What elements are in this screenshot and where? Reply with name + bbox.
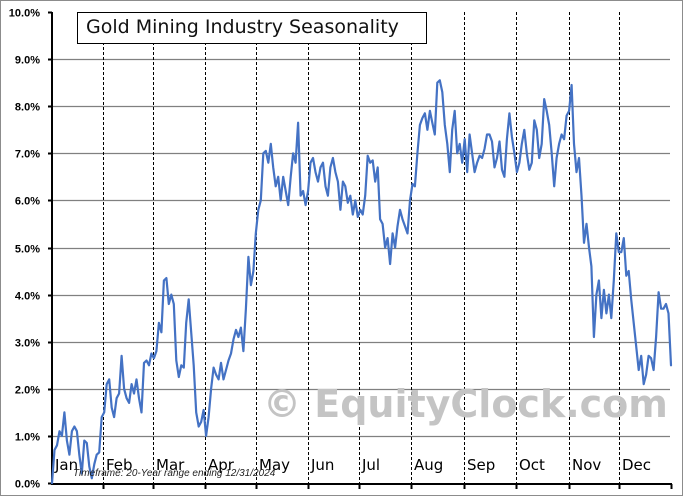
month-label: Apr bbox=[208, 456, 235, 474]
y-tick-label: 5.0% bbox=[15, 244, 40, 256]
horizontal-gridlines bbox=[52, 58, 670, 438]
month-label: Jan bbox=[54, 456, 78, 474]
y-tick-label: 2.0% bbox=[15, 385, 40, 397]
y-tick-label: 0.0% bbox=[15, 479, 40, 491]
month-label: Dec bbox=[622, 456, 651, 474]
watermark: © EquityClock.com bbox=[263, 382, 668, 426]
month-label: Jul bbox=[361, 456, 380, 474]
month-separator-lines bbox=[103, 12, 620, 484]
chart-title: Gold Mining Industry Seasonality bbox=[86, 16, 399, 38]
timeframe-note: Timeframe: 20-Year range ending 12/31/20… bbox=[73, 468, 276, 479]
y-axis-tick-labels: 0.0% 1.0% 2.0% 3.0% 4.0% 5.0% 6.0% 7.0% 8.0% 9.0%… bbox=[9, 8, 52, 491]
month-label: Aug bbox=[414, 456, 443, 474]
x-axis-month-labels: Jan Feb Mar Apr May Jun Jul Aug Sep Oct Nov Dec bbox=[54, 456, 651, 474]
month-label: Sep bbox=[467, 456, 495, 474]
y-tick-label: 6.0% bbox=[15, 196, 40, 208]
month-label: Nov bbox=[572, 456, 601, 474]
month-label: Jun bbox=[310, 456, 334, 474]
chart-title-box bbox=[77, 12, 427, 44]
y-tick-label: 3.0% bbox=[15, 338, 40, 350]
month-label: May bbox=[259, 456, 290, 474]
month-label: Mar bbox=[156, 456, 185, 474]
y-tick-label: 1.0% bbox=[15, 432, 40, 444]
y-tick-label: 4.0% bbox=[15, 291, 40, 303]
y-tick-label: 8.0% bbox=[15, 102, 40, 114]
y-tick-label: 10.0% bbox=[9, 8, 40, 20]
y-tick-label: 9.0% bbox=[15, 55, 40, 67]
month-label: Oct bbox=[519, 456, 545, 474]
month-label: Feb bbox=[106, 456, 133, 474]
y-tick-label: 7.0% bbox=[15, 149, 40, 161]
x-axis-ticks bbox=[102, 484, 673, 489]
seasonality-line bbox=[50, 79, 673, 485]
